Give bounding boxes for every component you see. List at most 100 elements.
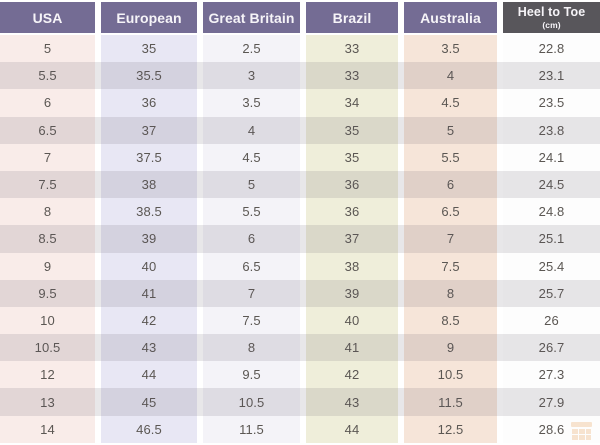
cell-usa: 10.5	[0, 334, 95, 362]
cell-brazil: 33	[306, 35, 398, 63]
cell-great-britain: 3.5	[203, 89, 300, 117]
cell-heel-to-toe: 23.5	[503, 89, 600, 117]
column-header-label: Great Britain	[208, 9, 295, 26]
table-row: 13 45 10.5 43 11.5 27.9	[0, 388, 600, 416]
cell-australia: 5	[404, 116, 497, 144]
table-body: 5 35 2.5 33 3.5 22.8 5.5 35.5 3 33 4 23.1 6 36 3.5 34 4.…	[0, 35, 600, 443]
cell-brazil: 44	[306, 415, 398, 443]
cell-australia: 6.5	[404, 198, 497, 226]
column-header-label: USA	[32, 9, 63, 26]
cell-great-britain: 8	[203, 334, 300, 362]
cell-great-britain: 9.5	[203, 361, 300, 389]
cell-usa: 6.5	[0, 116, 95, 144]
cell-heel-to-toe: 26.7	[503, 334, 600, 362]
cell-heel-to-toe: 22.8	[503, 35, 600, 63]
cell-australia: 4.5	[404, 89, 497, 117]
cell-australia: 6	[404, 170, 497, 199]
cell-usa: 8	[0, 198, 95, 226]
cell-great-britain: 5	[203, 170, 300, 199]
cell-australia: 7.5	[404, 252, 497, 280]
cell-brazil: 34	[306, 89, 398, 117]
cell-european: 38.5	[101, 198, 197, 226]
cell-great-britain: 11.5	[203, 415, 300, 443]
table-row: 8 38.5 5.5 36 6.5 24.8	[0, 198, 600, 226]
cell-brazil: 42	[306, 361, 398, 389]
cell-european: 37.5	[101, 143, 197, 171]
cell-usa: 9.5	[0, 279, 95, 307]
table-header-row: USA European Great Britain Brazil Austra…	[0, 0, 600, 33]
cell-usa: 5.5	[0, 62, 95, 90]
cell-australia: 9	[404, 334, 497, 362]
table-row: 6.5 37 4 35 5 23.8	[0, 116, 600, 144]
cell-great-britain: 4	[203, 116, 300, 144]
cell-european: 43	[101, 334, 197, 362]
cell-european: 35	[101, 35, 197, 63]
cell-heel-to-toe: 25.1	[503, 225, 600, 253]
cell-brazil: 35	[306, 116, 398, 144]
table-row: 10 42 7.5 40 8.5 26	[0, 306, 600, 335]
column-header-label: Brazil	[332, 9, 372, 26]
cell-heel-to-toe: 23.8	[503, 116, 600, 144]
cell-european: 36	[101, 89, 197, 117]
column-header-label: European	[116, 9, 182, 26]
cell-great-britain: 4.5	[203, 143, 300, 171]
cell-brazil: 38	[306, 252, 398, 280]
cell-heel-to-toe: 23.1	[503, 62, 600, 90]
cell-european: 44	[101, 361, 197, 389]
cell-heel-to-toe: 26	[503, 306, 600, 335]
cell-great-britain: 10.5	[203, 388, 300, 416]
cell-australia: 11.5	[404, 388, 497, 416]
cell-great-britain: 7.5	[203, 306, 300, 335]
cell-great-britain: 6.5	[203, 252, 300, 280]
cell-brazil: 35	[306, 143, 398, 171]
cell-great-britain: 6	[203, 225, 300, 253]
cell-usa: 12	[0, 361, 95, 389]
cell-australia: 10.5	[404, 361, 497, 389]
cell-brazil: 40	[306, 306, 398, 335]
cell-usa: 9	[0, 252, 95, 280]
cell-brazil: 36	[306, 170, 398, 199]
table-row: 5.5 35.5 3 33 4 23.1	[0, 62, 600, 90]
table-row: 6 36 3.5 34 4.5 23.5	[0, 89, 600, 117]
cell-heel-to-toe: 24.1	[503, 143, 600, 171]
cell-heel-to-toe: 27.9	[503, 388, 600, 416]
cell-great-britain: 3	[203, 62, 300, 90]
cell-australia: 8.5	[404, 306, 497, 335]
table-row: 7 37.5 4.5 35 5.5 24.1	[0, 143, 600, 171]
cell-european: 41	[101, 279, 197, 307]
cell-great-britain: 2.5	[203, 35, 300, 63]
table-row: 9.5 41 7 39 8 25.7	[0, 279, 600, 308]
cell-european: 35.5	[101, 62, 197, 90]
table-row: 9 40 6.5 38 7.5 25.4	[0, 252, 600, 280]
column-header-label: Heel to Toe	[517, 5, 586, 19]
cell-australia: 8	[404, 279, 497, 307]
cell-brazil: 41	[306, 334, 398, 362]
cell-european: 38	[101, 170, 197, 199]
column-header-usa: USA	[0, 2, 95, 33]
cell-usa: 7.5	[0, 170, 95, 199]
cell-usa: 13	[0, 388, 95, 416]
table-row: 10.5 43 8 41 9 26.7	[0, 334, 600, 362]
watermark-logo-icon	[571, 422, 592, 440]
cell-european: 37	[101, 116, 197, 144]
cell-australia: 4	[404, 62, 497, 90]
cell-brazil: 37	[306, 225, 398, 253]
cell-brazil: 43	[306, 388, 398, 416]
cell-usa: 5	[0, 35, 95, 63]
cell-brazil: 33	[306, 62, 398, 90]
column-header-label: Australia	[420, 9, 481, 26]
cell-australia: 7	[404, 225, 497, 253]
cell-heel-to-toe: 28.6	[503, 415, 600, 443]
cell-heel-to-toe: 27.3	[503, 361, 600, 389]
cell-european: 39	[101, 225, 197, 253]
cell-heel-to-toe: 24.8	[503, 198, 600, 226]
cell-australia: 12.5	[404, 415, 497, 443]
cell-usa: 7	[0, 143, 95, 171]
column-header-australia: Australia	[404, 2, 497, 33]
cell-usa: 10	[0, 306, 95, 335]
cell-european: 46.5	[101, 415, 197, 443]
cell-usa: 8.5	[0, 225, 95, 253]
cell-great-britain: 5.5	[203, 198, 300, 226]
cell-usa: 14	[0, 415, 95, 443]
